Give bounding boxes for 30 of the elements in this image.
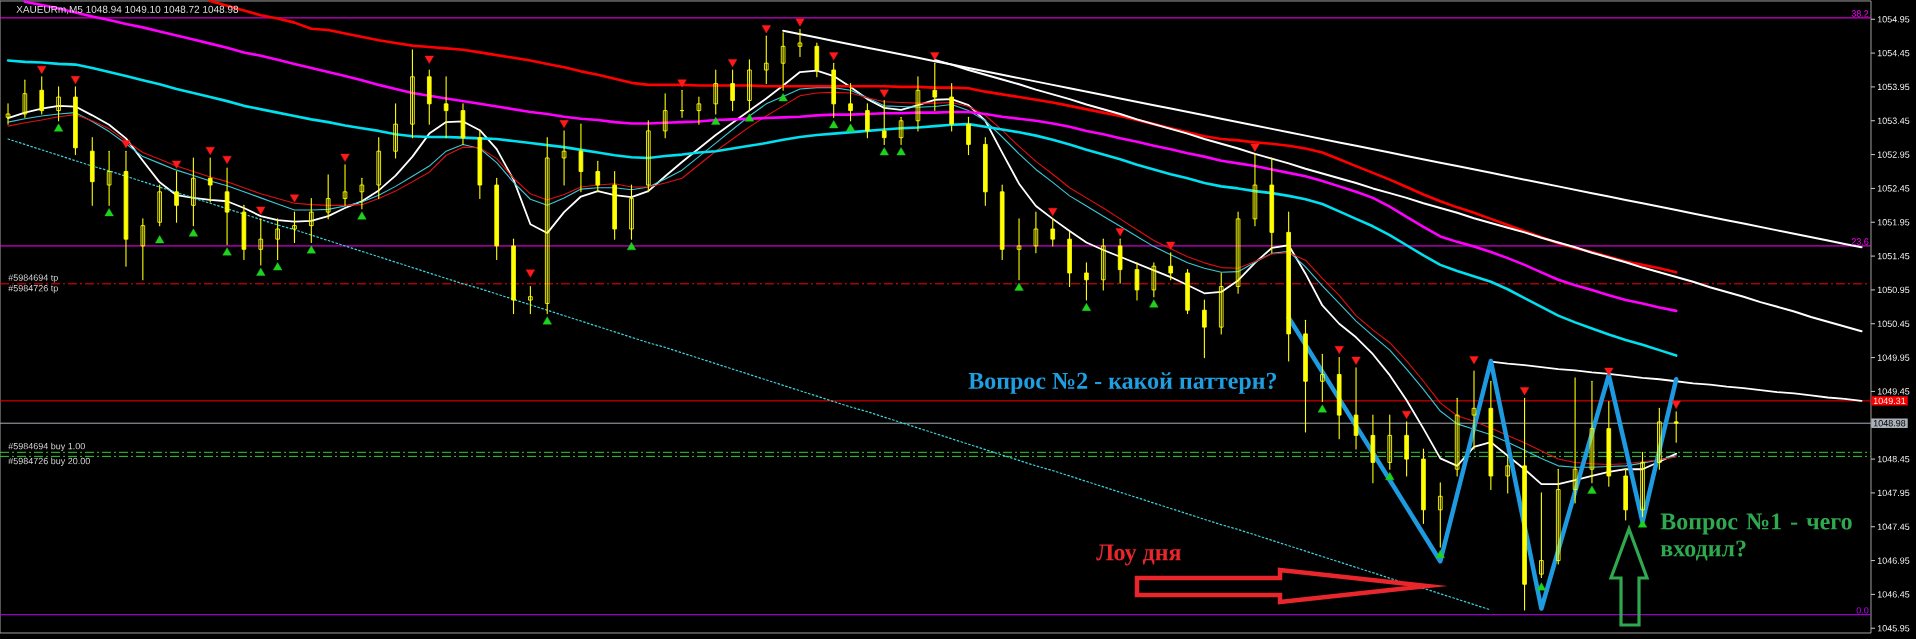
annotation: 38.2 bbox=[1851, 10, 1869, 17]
annotation: 23.6 bbox=[1851, 238, 1869, 245]
y-tick-label: 1054.45 bbox=[1877, 49, 1910, 57]
annotation: Вопрос №1 - чего входил? bbox=[1660, 513, 1852, 561]
y-tick-label: 1047.95 bbox=[1877, 489, 1910, 497]
y-tick-label: 1053.95 bbox=[1877, 83, 1910, 91]
annotation: Лоу дня bbox=[1096, 544, 1181, 566]
ref-line-label: #5984726 buy 20.00 bbox=[8, 457, 90, 466]
y-tick-label: 1049.95 bbox=[1877, 354, 1910, 361]
annotation: Вопрос №2 - какой паттерн? bbox=[968, 372, 1277, 394]
y-tick-label: 1051.95 bbox=[1877, 219, 1910, 226]
ref-line-label: #5984694 tp bbox=[8, 274, 58, 283]
y-tick-label: 1048.45 bbox=[1877, 455, 1910, 463]
y-tick-label: 1047.45 bbox=[1877, 523, 1910, 530]
annotation: 0.0 bbox=[1856, 607, 1869, 614]
ref-line-label: 1048.98 bbox=[1873, 420, 1906, 427]
ref-line-label: 1049.31 bbox=[1873, 397, 1906, 405]
y-tick-label: 1050.95 bbox=[1877, 286, 1910, 294]
y-tick-label: 1053.45 bbox=[1877, 117, 1910, 124]
y-tick-label: 1046.45 bbox=[1877, 591, 1910, 598]
y-tick-label: 1049.45 bbox=[1877, 388, 1910, 395]
ref-line-label: #5984694 buy 1.00 bbox=[8, 442, 85, 452]
y-tick-label: 1052.45 bbox=[1877, 185, 1910, 192]
y-tick-label: 1046.95 bbox=[1877, 557, 1910, 564]
y-tick-label: 1052.95 bbox=[1877, 151, 1910, 158]
y-tick-label: 1054.95 bbox=[1877, 16, 1910, 23]
y-tick-label: 1045.95 bbox=[1877, 625, 1910, 632]
y-tick-label: 1050.45 bbox=[1877, 320, 1910, 327]
annotation: #5984726 tp bbox=[8, 285, 58, 294]
y-tick-label: 1051.45 bbox=[1877, 252, 1910, 260]
